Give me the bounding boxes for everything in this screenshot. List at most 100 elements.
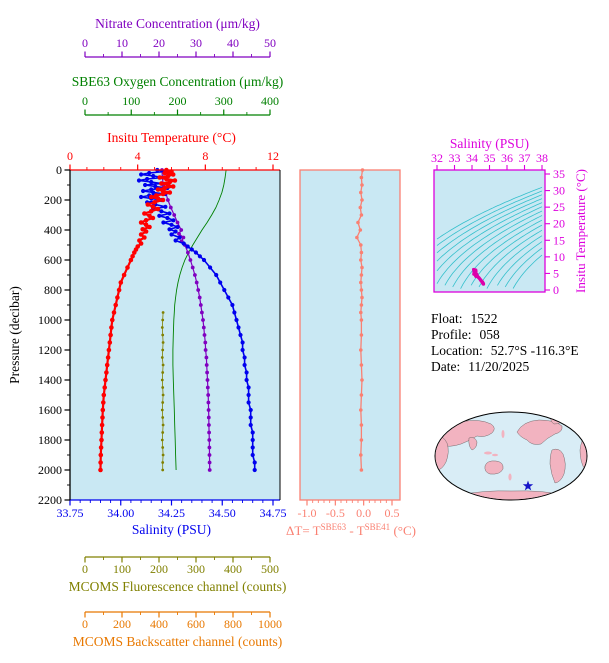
salinity-marker xyxy=(238,332,243,338)
temperature-marker xyxy=(101,400,106,405)
temperature-marker xyxy=(109,325,114,330)
salinity-marker xyxy=(169,232,174,237)
salinity-tick-label: 33.75 xyxy=(57,506,84,520)
nitrate-marker xyxy=(207,453,212,457)
salinity-marker xyxy=(234,317,239,323)
fluorescence-marker xyxy=(160,438,164,442)
delta-t-marker xyxy=(359,468,364,472)
ts-plot-background xyxy=(434,170,545,292)
nitrate-marker xyxy=(206,415,211,420)
temperature-marker xyxy=(167,190,173,195)
nitrate-marker xyxy=(198,303,203,307)
fluorescence-marker xyxy=(161,423,165,427)
nitrate-tick-label: 10 xyxy=(116,36,128,50)
temperature-marker xyxy=(99,437,104,443)
salinity-marker xyxy=(232,310,237,315)
delta-t-marker xyxy=(359,393,364,397)
delta-t-marker xyxy=(359,348,363,352)
isopycnal-contour xyxy=(436,190,543,246)
salinity-marker xyxy=(147,170,152,176)
salinity-marker xyxy=(218,280,223,285)
fluorescence-marker xyxy=(161,401,165,404)
temperature-marker xyxy=(152,200,157,205)
pressure-tick-label: 1600 xyxy=(38,403,62,417)
salinity-marker xyxy=(214,272,219,278)
pressure-axis: 0 200 400 600 800 1000 1200 1400 1600 1800 2000 220… xyxy=(7,163,281,507)
date-value: 11/20/2025 xyxy=(468,359,530,374)
fluorescence-tick-label: 200 xyxy=(150,562,168,576)
nitrate-marker xyxy=(168,205,173,210)
float-location-star xyxy=(522,480,534,491)
salinity-tick-label: 34.00 xyxy=(107,506,134,520)
ts-x-tick-label: 38 xyxy=(536,151,548,165)
temperature-marker xyxy=(148,209,154,214)
nitrate-marker xyxy=(203,348,208,352)
nitrate-marker xyxy=(206,400,211,405)
nitrate-marker xyxy=(201,325,206,330)
ts-y-tick-label: 0 xyxy=(553,283,559,297)
backscatter-tick-label: 1000 xyxy=(258,617,282,631)
delta-t-tick-label: 0.5 xyxy=(385,506,400,520)
fluorescence-marker xyxy=(161,446,165,449)
temperature-marker xyxy=(102,385,107,390)
ts-x-tick-label: 33 xyxy=(449,151,461,165)
isopycnal-contour xyxy=(436,198,543,262)
salinity-marker xyxy=(177,235,182,240)
nitrate-marker xyxy=(186,250,190,255)
delta-t-marker xyxy=(359,243,363,247)
nitrate-marker xyxy=(181,235,186,240)
fluorescence-axis: 0 100 200 300 400 500 MCOMS Fluorescence chann… xyxy=(69,556,286,594)
ts-y-tick-label: 20 xyxy=(553,217,565,231)
oxygen-line xyxy=(172,169,227,471)
oxygen-tick-label: 300 xyxy=(215,94,233,108)
pressure-tick-label: 400 xyxy=(44,223,62,237)
salinity-marker xyxy=(173,238,178,243)
ts-point xyxy=(481,282,486,286)
temperature-marker xyxy=(121,272,127,278)
temperature-marker xyxy=(110,317,115,323)
temperature-marker xyxy=(115,295,120,300)
temperature-marker xyxy=(155,206,161,212)
pressure-tick-label: 2200 xyxy=(38,493,62,507)
float-info: Float: 1522 Profile: 058 Location: 52.7°S -… xyxy=(431,311,579,375)
temperature-marker xyxy=(140,227,145,232)
temperature-marker xyxy=(155,187,161,192)
isopycnal-contour xyxy=(436,187,543,240)
island-new-zealand xyxy=(508,473,512,481)
fluorescence-marker xyxy=(161,393,165,397)
delta-t-marker xyxy=(360,198,364,202)
delta-t-marker xyxy=(360,183,364,187)
pressure-tick-label: 600 xyxy=(44,253,62,267)
temperature-marker xyxy=(142,211,147,216)
ts-x-axis-title: Salinity (PSU) xyxy=(450,136,529,151)
backscatter-tick-label: 0 xyxy=(82,617,88,631)
salinity-marker xyxy=(197,254,202,259)
continent xyxy=(484,460,504,475)
nitrate-marker xyxy=(200,310,204,315)
delta-t-marker xyxy=(359,423,364,427)
salinity-marker xyxy=(226,295,231,300)
nitrate-axis-title: Nitrate Concentration (μm/kg) xyxy=(95,16,260,31)
temperature-marker xyxy=(98,460,103,465)
nitrate-marker xyxy=(204,363,209,367)
salinity-marker xyxy=(165,215,170,221)
temperature-marker xyxy=(138,232,144,237)
ts-y-tick-label: 10 xyxy=(553,250,565,264)
fluorescence-marker xyxy=(160,408,164,412)
temperature-marker xyxy=(101,392,107,398)
temperature-marker xyxy=(172,178,178,183)
salinity-marker xyxy=(208,265,213,270)
backscatter-tick-label: 200 xyxy=(113,617,131,631)
salinity-marker xyxy=(248,415,253,420)
temperature-marker xyxy=(125,265,130,270)
fluorescence-marker xyxy=(161,461,165,464)
nitrate-marker xyxy=(207,460,212,465)
salinity-marker xyxy=(201,257,207,263)
delta-t-marker xyxy=(360,265,364,270)
temperature-marker xyxy=(104,362,110,368)
salinity-marker xyxy=(246,400,251,405)
temperature-marker xyxy=(155,196,161,201)
fluorescence-line xyxy=(161,312,164,470)
delta-t-marker xyxy=(360,168,365,172)
